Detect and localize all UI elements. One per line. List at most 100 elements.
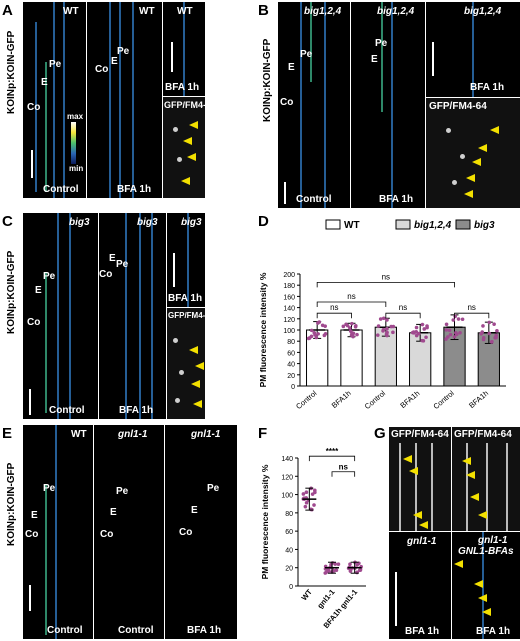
- data-point: [448, 332, 453, 337]
- arrowhead-icon: [189, 346, 198, 354]
- treatment-label: BFA 1h: [165, 82, 200, 93]
- y-axis-title: PM fluorescence intensity %: [260, 464, 270, 579]
- treatment-label: BFA 1h: [379, 194, 414, 205]
- data-point: [350, 321, 354, 326]
- data-point: [345, 323, 350, 328]
- genotype-label: WT: [177, 6, 193, 17]
- data-point: [481, 337, 486, 342]
- arrowhead-icon: [419, 521, 428, 529]
- cell-label-pe: Pe: [43, 483, 56, 494]
- significance-bracket: [331, 471, 356, 477]
- data-point: [412, 331, 416, 335]
- arrowhead-icon: [474, 580, 483, 588]
- y-tick-label: 120: [281, 474, 293, 481]
- y-tick-label: 60: [287, 350, 295, 357]
- data-point: [355, 332, 359, 337]
- data-point: [447, 328, 452, 333]
- y-tick-label: 60: [285, 529, 293, 536]
- genotype-label: WT: [139, 6, 155, 17]
- data-point: [320, 323, 325, 328]
- scale-bar: [284, 182, 286, 204]
- y-tick-label: 80: [285, 511, 293, 518]
- panel-label-c2: C’: [169, 213, 184, 230]
- data-point: [303, 504, 308, 509]
- legend-swatch: [325, 219, 341, 230]
- colorbar-min-label: min: [69, 164, 84, 173]
- chart-f: 0 20 40 60 80 100 120 140 PM fluorescence intens…: [260, 447, 366, 630]
- arrowhead-icon: [470, 493, 479, 501]
- genotype-label: big1,2,4: [304, 6, 342, 17]
- image-g-bottom-left: gnl1-1 BFA 1h: [389, 532, 451, 639]
- data-point: [385, 330, 389, 335]
- treatment-label: BFA 1h: [168, 293, 203, 304]
- data-point: [495, 329, 499, 333]
- image-g-top-left: GFP/FM4-64: [389, 427, 451, 531]
- bar: [340, 329, 363, 387]
- y-axis-title: PM fluorescence intensity %: [258, 272, 268, 387]
- data-point: [385, 326, 389, 331]
- cell-label-co: Co: [280, 97, 294, 108]
- cell-label-co: Co: [27, 102, 41, 113]
- arrowhead-icon: [478, 594, 487, 602]
- x-tick-label: Control: [363, 388, 388, 411]
- data-point: [301, 492, 306, 496]
- legend-label: big1,2,4: [414, 220, 452, 231]
- y-tick-label: 140: [283, 306, 295, 313]
- panel-label-a2: A’: [168, 2, 183, 19]
- x-tick-label: BFA1h: [398, 389, 421, 410]
- genotype-label: big3: [181, 217, 202, 228]
- arrowhead-icon: [466, 174, 475, 182]
- data-point: [336, 562, 341, 566]
- data-point: [414, 325, 419, 330]
- cell-label-pe: Pe: [49, 59, 62, 70]
- image-b2-overlay: GFP/FM4-64: [426, 98, 520, 208]
- data-point: [358, 568, 363, 572]
- y-tick-label: 80: [287, 339, 295, 346]
- image-c2-overlay: GFP/FM4-64: [167, 308, 205, 419]
- data-point: [420, 322, 425, 327]
- data-point: [310, 492, 315, 496]
- y-tick-label: 20: [287, 373, 295, 380]
- treatment-label: BFA 1h: [119, 405, 154, 416]
- significance-label: ns: [399, 303, 407, 312]
- cell-label-co: Co: [99, 269, 113, 280]
- arrowhead-icon: [187, 153, 196, 161]
- image-c2-bfa: big3 BFA 1h: [167, 213, 205, 307]
- data-point: [451, 318, 456, 322]
- arrowhead-icon: [413, 511, 422, 519]
- y-tick-label: 0: [291, 384, 295, 391]
- cell-label-pe: Pe: [375, 38, 388, 49]
- arrowhead-icon: [462, 457, 471, 465]
- overlay-label: GFP/FM4-64: [164, 100, 205, 110]
- scale-bar: [432, 42, 434, 76]
- significance-bracket: [316, 282, 455, 288]
- data-point: [444, 322, 449, 327]
- data-point: [481, 324, 485, 328]
- genotype-label: gnl1-1: [118, 429, 148, 440]
- y-axis-label-e: KOINp:KOIN-GFP: [6, 462, 17, 546]
- image-a-bfa: WT Pe E Co BFA 1h: [87, 2, 162, 198]
- y-tick-label: 40: [285, 547, 293, 554]
- data-point: [458, 331, 462, 335]
- treatment-label: BFA 1h: [476, 626, 511, 637]
- legend-label: big3: [474, 220, 495, 231]
- scale-bar: [171, 42, 173, 72]
- arrowhead-icon: [183, 137, 192, 145]
- y-tick-label: 40: [287, 362, 295, 369]
- y-tick-label: 160: [283, 294, 295, 301]
- x-tick-label: gnl1-1: [315, 588, 336, 611]
- arrowhead-icon: [478, 144, 487, 152]
- image-c-bfa: big3 E Pe Co BFA 1h: [99, 213, 166, 419]
- scale-bar: [29, 389, 31, 415]
- data-point: [453, 314, 457, 319]
- treatment-label: Control: [49, 405, 85, 416]
- cell-label-e: E: [41, 77, 48, 88]
- image-g-bottom-right: gnl1-1 GNL1-BFAs BFA 1h: [452, 532, 520, 639]
- treatment-label: BFA 1h: [405, 626, 440, 637]
- y-tick-label: 140: [281, 456, 293, 463]
- x-tick-label: BFA1h: [330, 389, 353, 410]
- y-tick-label: 200: [283, 272, 295, 279]
- data-point: [421, 339, 426, 343]
- data-point: [304, 490, 309, 495]
- panel-label-d: D: [258, 213, 269, 230]
